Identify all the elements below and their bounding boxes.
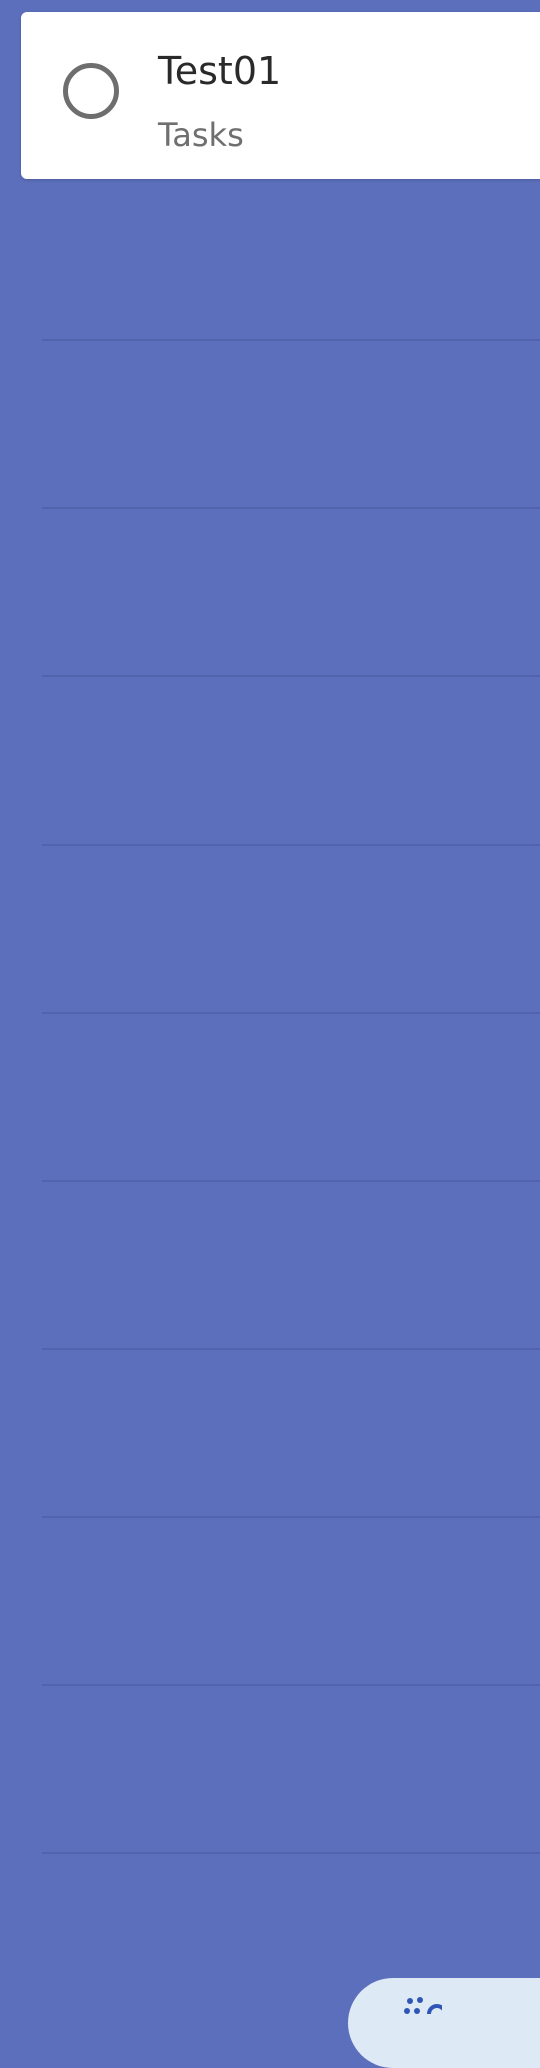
divider-line <box>42 1012 540 1014</box>
divider-line <box>42 1684 540 1686</box>
add-task-button[interactable] <box>348 1978 540 2068</box>
empty-list-lines <box>42 0 540 2014</box>
task-title: Test01 <box>158 49 282 93</box>
divider-line <box>42 1348 540 1350</box>
divider-line <box>42 1852 540 1854</box>
task-list-name: Tasks <box>158 116 244 154</box>
divider-line <box>42 507 540 509</box>
divider-line <box>42 1516 540 1518</box>
divider-line <box>42 1180 540 1182</box>
divider-line <box>42 339 540 341</box>
complete-task-checkbox[interactable] <box>63 63 119 119</box>
task-item[interactable]: Test01 Tasks <box>21 12 540 179</box>
dots-icon <box>404 1997 442 2015</box>
divider-line <box>42 844 540 846</box>
divider-line <box>42 675 540 677</box>
